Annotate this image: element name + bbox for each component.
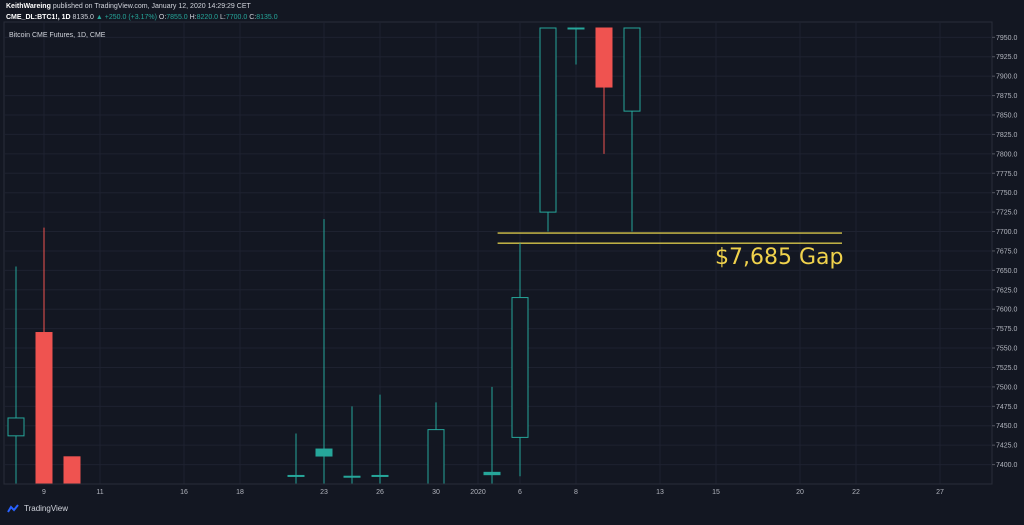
open-label: O: <box>158 14 167 21</box>
x-tick-label: 23 <box>320 489 328 496</box>
y-tick-label: 7400.0 <box>996 462 1018 469</box>
y-tick-label: 7425.0 <box>996 443 1018 450</box>
candle-body <box>7 417 25 437</box>
y-tick-label: 7750.0 <box>996 190 1018 197</box>
y-tick-label: 7925.0 <box>996 54 1018 61</box>
candle-body <box>539 27 557 213</box>
low-value: 7700.0 <box>225 14 248 21</box>
y-tick-label: 7800.0 <box>996 151 1018 158</box>
y-tick-label: 7600.0 <box>996 307 1018 314</box>
candle-body <box>35 332 53 485</box>
candle-body <box>63 456 81 485</box>
x-tick-label: 15 <box>712 489 720 496</box>
y-tick-label: 7475.0 <box>996 404 1018 411</box>
low-label: L: <box>220 14 226 21</box>
y-tick-label: 7500.0 <box>996 384 1018 391</box>
y-tick-label: 7450.0 <box>996 423 1018 430</box>
last-price: 8135.0 <box>72 14 94 21</box>
y-tick-label: 7650.0 <box>996 268 1018 275</box>
x-tick-label: 30 <box>432 489 440 496</box>
x-tick-label: 20 <box>796 489 804 496</box>
y-tick-label: 7825.0 <box>996 132 1018 139</box>
x-tick-label: 27 <box>936 489 944 496</box>
x-tick-label: 6 <box>518 489 522 496</box>
x-tick-label: 13 <box>656 489 664 496</box>
plot-frame <box>3 21 993 485</box>
y-tick-label: 7900.0 <box>996 74 1018 81</box>
published-info: published on TradingView.com, January 12… <box>52 3 251 10</box>
gap-annotation: $7,685 Gap <box>715 245 844 270</box>
y-tick-label: 7850.0 <box>996 113 1018 120</box>
tradingview-logo[interactable]: TradingView <box>6 504 68 513</box>
x-tick-label: 9 <box>42 489 46 496</box>
y-tick-label: 7675.0 <box>996 248 1018 255</box>
candle-body <box>483 471 501 476</box>
y-tick-label: 7725.0 <box>996 210 1018 217</box>
x-tick-label: 18 <box>236 489 244 496</box>
candle-body <box>595 27 613 88</box>
open-value: 7855.0 <box>166 14 188 21</box>
ticker-symbol[interactable]: CME_DL:BTC1!, 1D <box>6 14 71 21</box>
candle-body <box>567 27 585 30</box>
high-value: 8220.0 <box>196 14 219 21</box>
candle-body <box>287 474 305 477</box>
price-change: ▲ +250.0 (+3.17%) <box>95 14 157 21</box>
close-value: 8135.0 <box>256 14 278 21</box>
tradingview-cloud-icon <box>6 504 20 513</box>
candle-body <box>427 429 445 485</box>
author-name[interactable]: KeithWareing <box>6 3 51 10</box>
x-tick-label: 26 <box>376 489 384 496</box>
x-tick-label: 2020 <box>470 489 486 496</box>
publisher-line: KeithWareing published on TradingView.co… <box>6 3 251 10</box>
x-tick-label: 22 <box>852 489 860 496</box>
candle-body <box>371 474 389 477</box>
candle-body <box>623 27 641 112</box>
y-tick-label: 7875.0 <box>996 93 1018 100</box>
x-tick-label: 11 <box>96 489 103 496</box>
y-tick-label: 7625.0 <box>996 287 1018 294</box>
series-title: Bitcoin CME Futures, 1D, CME <box>9 32 106 39</box>
candle-body <box>343 475 361 478</box>
y-tick-label: 7775.0 <box>996 171 1018 178</box>
x-tick-label: 8 <box>574 489 578 496</box>
candle-body <box>511 297 529 438</box>
close-label: C: <box>249 14 257 21</box>
y-tick-label: 7550.0 <box>996 346 1018 353</box>
candle-body <box>315 448 333 457</box>
y-tick-label: 7525.0 <box>996 365 1018 372</box>
high-label: H: <box>189 14 197 21</box>
ohlc-legend: CME_DL:BTC1!, 1D 8135.0 ▲ +250.0 (+3.17%… <box>6 14 278 21</box>
y-tick-label: 7700.0 <box>996 229 1018 236</box>
tradingview-brand: TradingView <box>24 504 69 513</box>
y-tick-label: 7950.0 <box>996 35 1018 42</box>
y-tick-label: 7575.0 <box>996 326 1018 333</box>
x-tick-label: 16 <box>180 489 188 496</box>
